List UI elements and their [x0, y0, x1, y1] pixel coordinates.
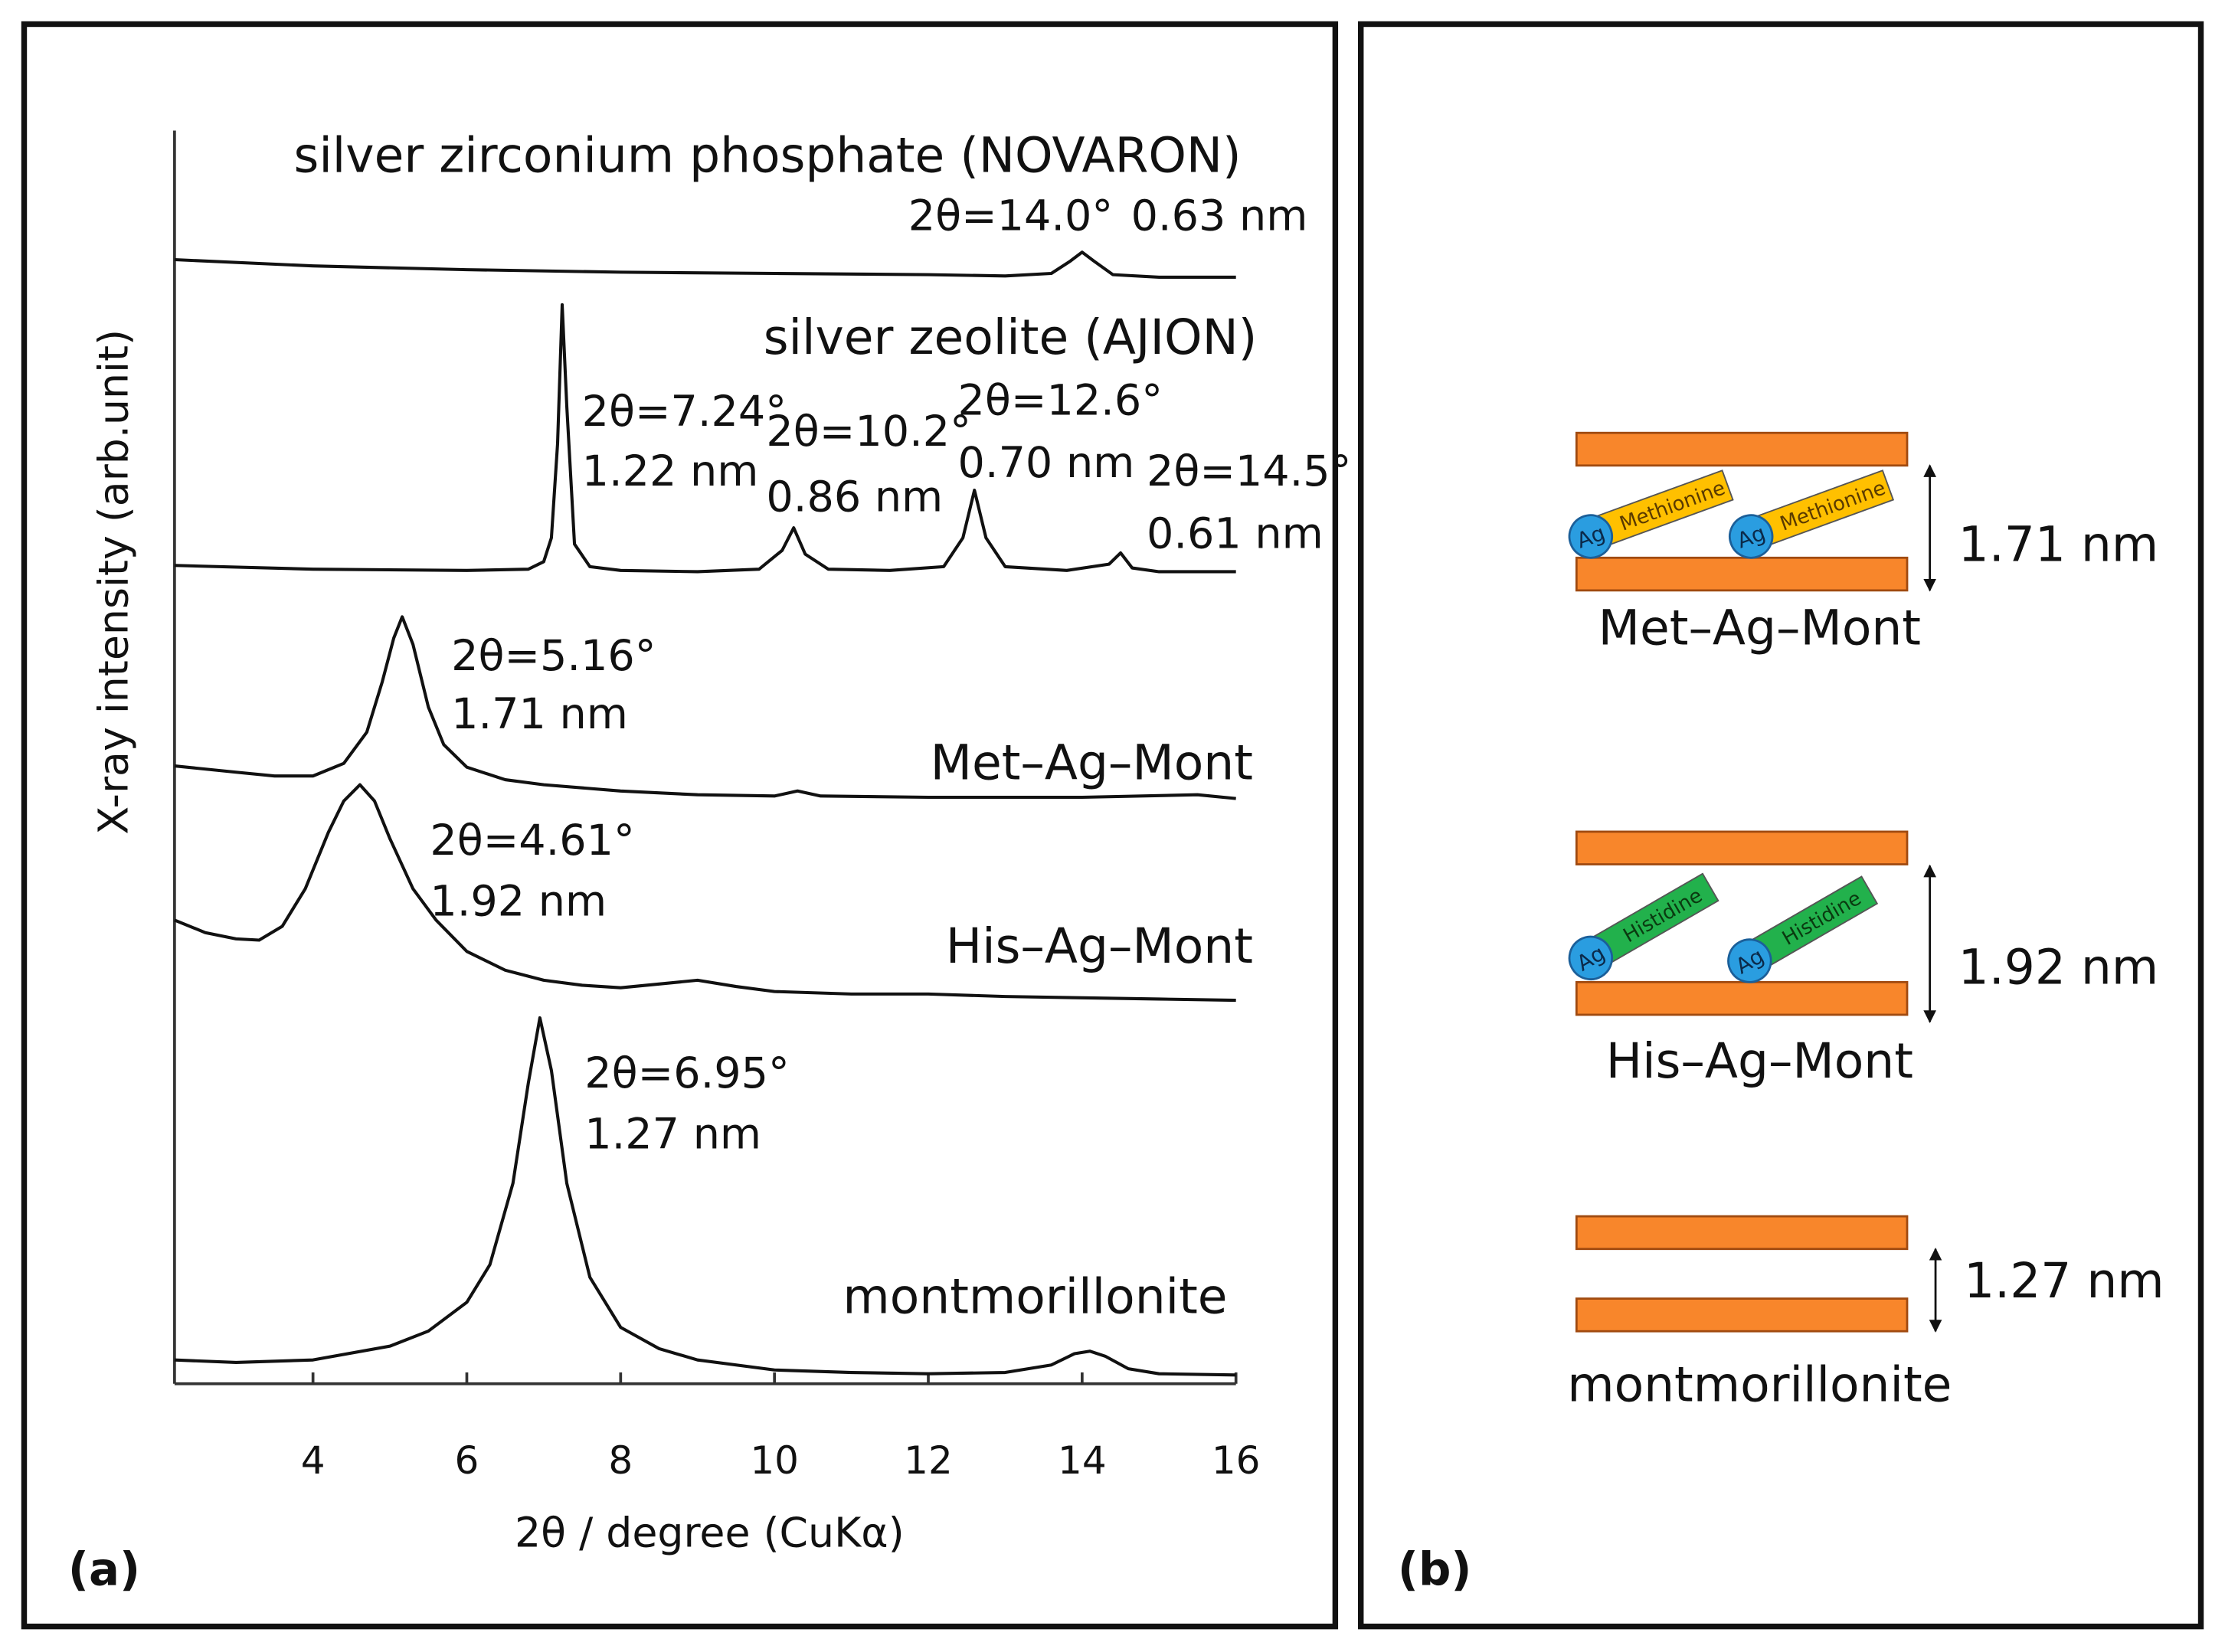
x-tick-label: 10 — [750, 1438, 799, 1483]
clay-layer — [1575, 980, 1909, 1016]
annotation: 0.63 nm — [1131, 191, 1308, 240]
series-line — [174, 615, 1236, 800]
x-tick-label: 14 — [1058, 1438, 1107, 1483]
annotation: 2θ=6.95° — [584, 1048, 789, 1098]
panel-label: (b) — [1398, 1542, 1472, 1595]
silver-ion — [1568, 514, 1614, 559]
annotation: 2θ=5.16° — [451, 631, 656, 681]
silver-ion — [1727, 938, 1772, 983]
x-tick-label: 4 — [301, 1438, 326, 1483]
structure-name: Met–Ag–Mont — [1598, 600, 1921, 656]
annotation: 0.70 nm — [958, 438, 1135, 488]
series-label: montmorillonite — [843, 1269, 1227, 1325]
series-line — [174, 303, 1236, 574]
x-tick-label: 6 — [455, 1438, 479, 1483]
spacing-label: 1.71 nm — [1958, 516, 2159, 572]
clay-layer — [1575, 1297, 1909, 1333]
annotation: 2θ=14.0° — [908, 191, 1113, 240]
series-line — [174, 1016, 1236, 1377]
annotation: 1.27 nm — [584, 1109, 761, 1159]
annotation: 1.22 nm — [582, 447, 759, 496]
x-axis-label: 2θ / degree (CuKα) — [515, 1509, 905, 1557]
clay-layer — [1575, 1215, 1909, 1251]
annotation: 2θ=4.61° — [430, 816, 634, 865]
x-tick-label: 16 — [1212, 1438, 1261, 1483]
annotation: 0.86 nm — [766, 472, 943, 522]
series-label: silver zeolite (AJION) — [764, 309, 1258, 365]
silver-ion — [1729, 514, 1774, 559]
annotation: 2θ=10.2° — [766, 407, 970, 456]
x-tick-label: 8 — [608, 1438, 633, 1483]
panel-b-frame — [1358, 21, 2204, 1630]
annotation: 2θ=12.6° — [958, 375, 1163, 425]
series-line — [174, 250, 1236, 279]
spacing-label: 1.92 nm — [1958, 940, 2159, 996]
annotation: 1.71 nm — [451, 689, 628, 739]
series-label: Met–Ag–Mont — [931, 735, 1253, 791]
y-axis-label: X-ray intensity (arb.unit) — [90, 329, 138, 835]
x-tick-label: 12 — [904, 1438, 953, 1483]
silver-ion — [1568, 935, 1614, 981]
panel-a-frame — [21, 21, 1339, 1630]
clay-layer — [1575, 830, 1909, 865]
series-label: His–Ag–Mont — [946, 918, 1253, 974]
series-line — [174, 783, 1236, 1003]
annotation: 2θ=14.5° — [1147, 447, 1351, 496]
spacing-label: 1.27 nm — [1964, 1253, 2164, 1309]
structure-name: montmorillonite — [1567, 1356, 1952, 1412]
structure-name: His–Ag–Mont — [1606, 1033, 1913, 1089]
series-label: silver zirconium phosphate (NOVARON) — [294, 128, 1242, 184]
clay-layer — [1575, 556, 1909, 592]
panel-label: (a) — [68, 1542, 140, 1595]
annotation: 2θ=7.24° — [582, 387, 787, 437]
annotation: 0.61 nm — [1147, 509, 1324, 559]
annotation: 1.92 nm — [430, 877, 607, 927]
clay-layer — [1575, 431, 1909, 467]
